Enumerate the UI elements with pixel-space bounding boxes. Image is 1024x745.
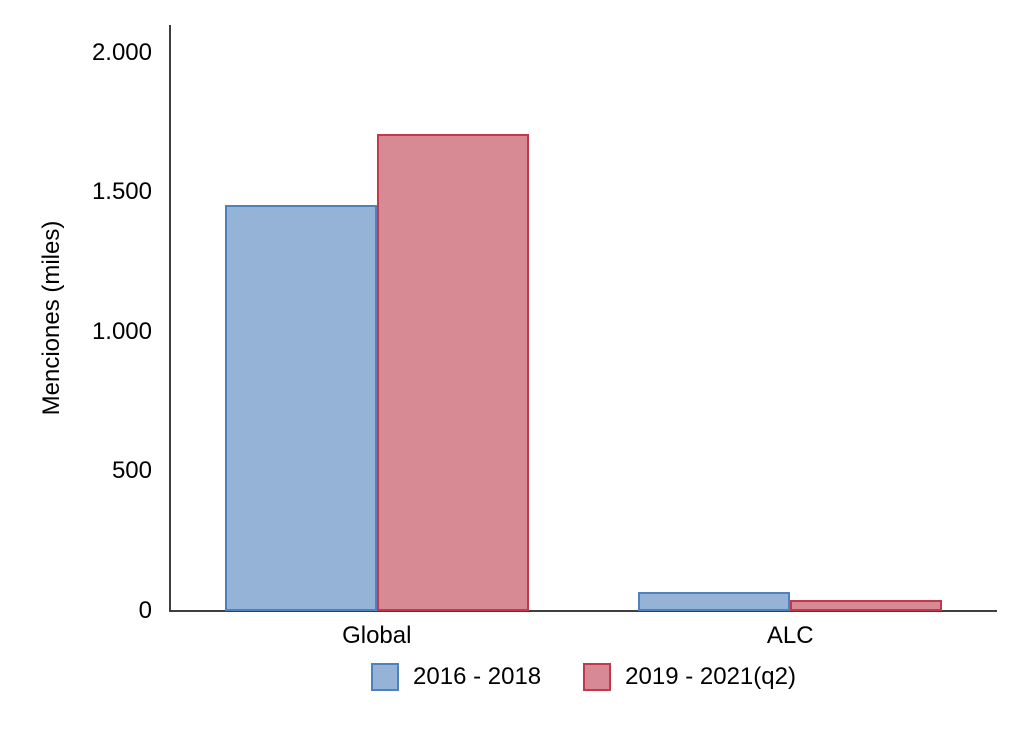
legend-item-2016-2018: 2016 - 2018 (371, 663, 541, 691)
bar-alc-2019-2021-q2 (790, 599, 943, 611)
bar-global-2019-2021-q2 (376, 133, 529, 611)
bar-alc-2016-2018 (638, 592, 791, 611)
y-tick-label-1-500: 1.500 (91, 178, 152, 206)
legend-item-2019-2021-q2: 2019 - 2021(q2) (583, 663, 796, 691)
bar-global-2016-2018 (224, 204, 377, 611)
y-tick-label-500: 500 (111, 457, 152, 485)
legend-swatch-2019-2021-q2 (583, 663, 612, 691)
legend-swatch-2016-2018 (371, 663, 400, 691)
x-axis (169, 610, 997, 612)
legend: 2016 - 2018 2019 - 2021(q2) (170, 663, 997, 691)
legend-label-2019-2021-q2: 2019 - 2021(q2) (625, 663, 796, 690)
x-category-label-global: Global (342, 622, 412, 649)
y-tick-label-2-000: 2.000 (91, 38, 152, 66)
x-category-label-alc: ALC (766, 622, 814, 649)
y-axis (169, 25, 171, 612)
y-tick-label-1-000: 1.000 (91, 317, 152, 345)
legend-label-2016-2018: 2016 - 2018 (413, 663, 542, 690)
y-tick-label-0: 0 (138, 597, 152, 624)
